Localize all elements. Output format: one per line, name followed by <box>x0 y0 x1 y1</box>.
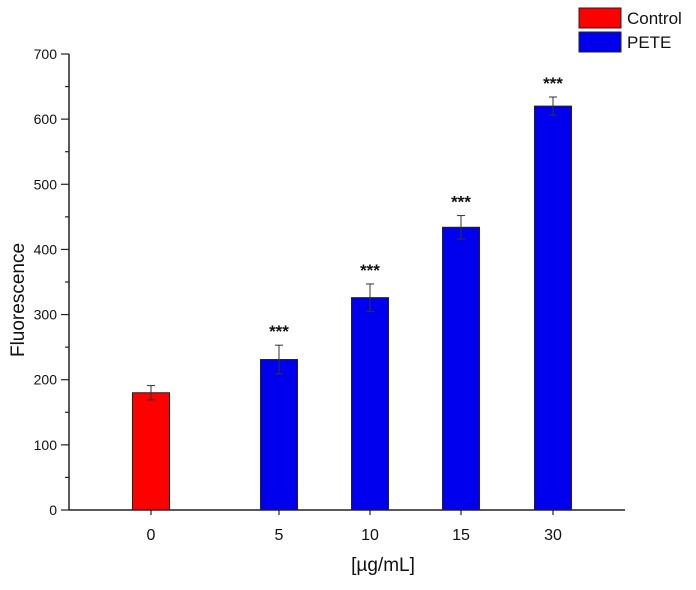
legend-swatch-pete <box>578 31 622 53</box>
x-tick-label: 15 <box>452 527 470 544</box>
bar-pete-10 <box>351 297 389 511</box>
x-tick-label: 5 <box>275 527 284 544</box>
x-tick-label: 30 <box>544 527 562 544</box>
legend-swatch-control <box>578 7 622 29</box>
bars: *** *** *** *** <box>132 74 572 511</box>
x-tick-label: 10 <box>361 527 379 544</box>
y-tick-label: 100 <box>34 437 58 453</box>
y-axis-label: Fluorescence <box>8 243 29 357</box>
legend-label-control: Control <box>627 9 682 28</box>
y-tick-label: 400 <box>34 241 58 257</box>
legend: Control PETE <box>578 7 682 53</box>
bar-pete-30 <box>534 105 572 511</box>
y-tick-label: 200 <box>34 372 58 388</box>
y-tick-label: 300 <box>34 307 58 323</box>
y-tick-label: 500 <box>34 176 58 192</box>
significance-marker: *** <box>451 193 471 212</box>
y-tick-label: 600 <box>34 111 58 127</box>
bar-control-0 <box>132 392 170 511</box>
significance-marker: *** <box>269 322 289 341</box>
significance-marker: *** <box>543 74 563 93</box>
significance-marker: *** <box>360 261 380 280</box>
x-tick-label: 0 <box>147 527 156 544</box>
x-axis-label: [µg/mL] <box>351 555 415 576</box>
y-tick-label: 700 <box>34 46 58 62</box>
y-tick-label: 0 <box>49 502 57 518</box>
legend-label-pete: PETE <box>627 33 671 52</box>
axes: 0 100 200 300 400 500 600 700 0 5 10 15 30 <box>34 46 625 544</box>
bar-pete-15 <box>442 226 480 511</box>
bar-pete-5 <box>260 359 298 511</box>
